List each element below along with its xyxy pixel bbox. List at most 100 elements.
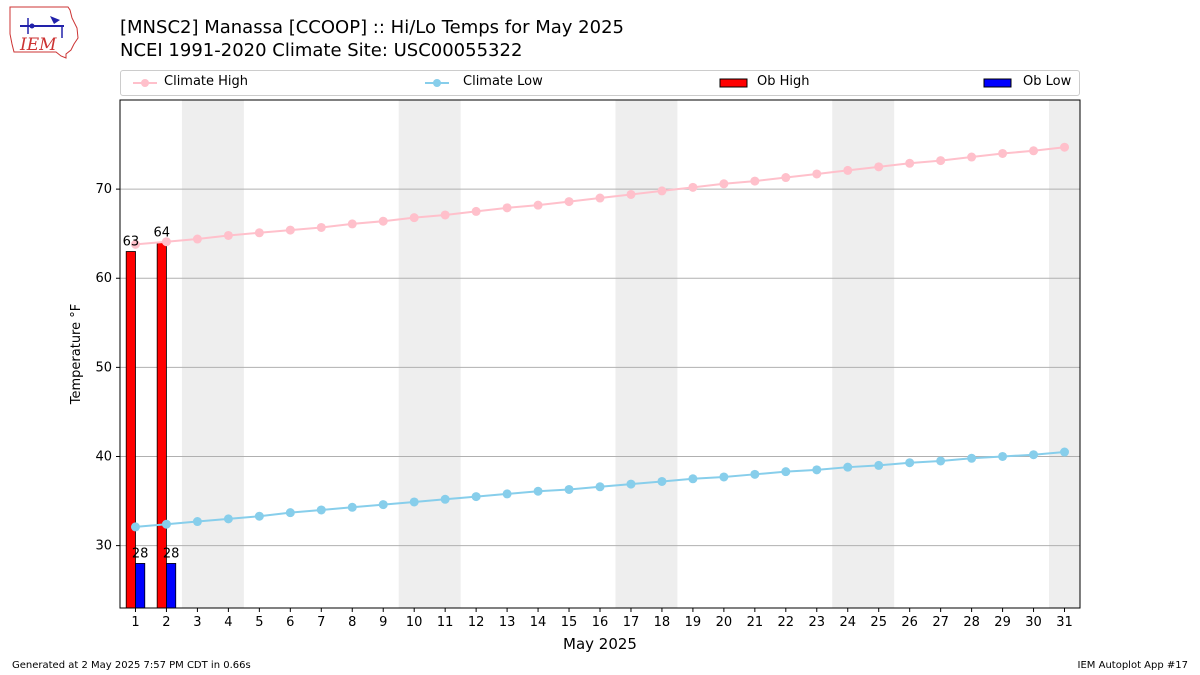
ob-high-label: 63 — [123, 235, 140, 250]
climate-high-point — [688, 182, 698, 192]
climate-low-point — [936, 456, 946, 466]
legend-label: Climate High — [164, 74, 249, 89]
y-tick-label: 70 — [95, 182, 112, 197]
climate-high-point — [347, 219, 357, 229]
climate-low-point — [440, 494, 450, 504]
x-tick-label: 15 — [561, 615, 578, 630]
climate-high-point — [1029, 146, 1039, 156]
x-tick-label: 28 — [963, 615, 980, 630]
climate-low-point — [781, 467, 791, 477]
weekend-band — [1049, 100, 1080, 608]
climate-low-point — [161, 519, 171, 529]
climate-low-point — [1060, 447, 1070, 457]
chart-legend: Climate High Climate Low Ob High Ob Low — [120, 70, 1080, 96]
x-axis: 1 2 3 4 5 6 7 8 9 10 11 12 13 14 15 16 17 18 19 20 21 22 23 24 2… — [131, 608, 1073, 630]
climate-high-point — [440, 210, 450, 220]
generated-timestamp: Generated at 2 May 2025 7:57 PM CDT in 0… — [12, 660, 251, 671]
x-tick-label: 18 — [654, 615, 671, 630]
climate-low-point — [533, 486, 543, 496]
climate-high-point — [936, 156, 946, 166]
weekend-band — [398, 100, 461, 608]
climate-high-point — [905, 158, 915, 168]
x-tick-label: 22 — [778, 615, 795, 630]
climate-high-point — [533, 200, 543, 210]
grid-lines — [120, 188, 1080, 547]
x-tick-label: 11 — [437, 615, 454, 630]
x-tick-label: 17 — [623, 615, 640, 630]
x-tick-label: 6 — [286, 615, 294, 630]
x-tick-label: 23 — [809, 615, 826, 630]
legend-label: Ob Low — [1023, 74, 1072, 89]
climate-high-point — [316, 222, 326, 232]
weekend-band — [615, 100, 678, 608]
climate-low-point — [347, 502, 357, 512]
climate-low-point — [409, 497, 419, 507]
climate-high-point — [657, 186, 667, 196]
climate-low-point — [1029, 450, 1039, 460]
x-tick-label: 5 — [255, 615, 263, 630]
x-tick-label: 7 — [317, 615, 325, 630]
y-axis-label: Temperature °F — [69, 304, 84, 405]
chart-subtitle: NCEI 1991-2020 Climate Site: USC00055322 — [120, 40, 523, 61]
x-tick-label: 9 — [379, 615, 387, 630]
x-tick-label: 31 — [1056, 615, 1073, 630]
climate-low-point — [254, 511, 264, 521]
x-tick-label: 20 — [716, 615, 733, 630]
climate-low-point — [657, 476, 667, 486]
climate-high-point — [998, 148, 1008, 158]
climate-lines — [130, 142, 1070, 532]
x-tick-label: 16 — [592, 615, 609, 630]
climate-high-point — [781, 173, 791, 183]
climate-low-point — [719, 472, 729, 482]
x-tick-label: 10 — [406, 615, 423, 630]
climate-high-point — [223, 230, 233, 240]
climate-high-point — [254, 228, 264, 238]
climate-high-point — [967, 152, 977, 162]
plot-frame — [119, 99, 1081, 609]
climate-high-point — [750, 176, 760, 186]
x-tick-label: 1 — [131, 615, 139, 630]
climate-low-point — [626, 479, 636, 489]
legend-label: Ob High — [757, 74, 810, 89]
ob-low-bar — [135, 563, 146, 609]
climate-high-point — [161, 237, 171, 247]
climate-high-point — [1060, 142, 1070, 152]
x-tick-label: 19 — [685, 615, 702, 630]
svg-text:IEM: IEM — [19, 35, 57, 55]
x-tick-label: 21 — [747, 615, 764, 630]
climate-low-point — [285, 508, 295, 518]
climate-low-point — [316, 505, 326, 515]
x-tick-label: 4 — [224, 615, 232, 630]
y-tick-label: 30 — [95, 539, 112, 554]
climate-low-point — [905, 458, 915, 468]
climate-high-point — [285, 225, 295, 235]
climate-low-point — [502, 489, 512, 499]
weekend-shading — [181, 100, 1080, 608]
ob-low-bar — [166, 563, 177, 609]
x-tick-label: 3 — [193, 615, 201, 630]
climate-low-point — [378, 500, 388, 510]
climate-high-point — [719, 179, 729, 189]
x-tick-label: 13 — [499, 615, 516, 630]
x-tick-label: 8 — [348, 615, 356, 630]
climate-low-point — [688, 474, 698, 484]
legend-label: Climate Low — [463, 74, 543, 89]
x-tick-label: 29 — [994, 615, 1011, 630]
x-tick-label: 26 — [901, 615, 918, 630]
climate-low-point — [130, 522, 140, 532]
climate-high-point — [843, 165, 853, 175]
climate-low-point — [967, 453, 977, 463]
chart-title: [MNSC2] Manassa [CCOOP] :: Hi/Lo Temps f… — [120, 17, 624, 38]
climate-low-point — [843, 462, 853, 472]
climate-low-point — [595, 482, 605, 492]
climate-low-point — [750, 469, 760, 479]
y-tick-label: 40 — [95, 449, 112, 464]
climate-high-point — [812, 169, 822, 179]
y-tick-label: 60 — [95, 271, 112, 286]
ob-high-label: 64 — [154, 226, 171, 241]
x-tick-label: 25 — [870, 615, 887, 630]
weekend-band — [832, 100, 895, 608]
climate-high-point — [626, 189, 636, 199]
climate-low-point — [223, 514, 233, 524]
